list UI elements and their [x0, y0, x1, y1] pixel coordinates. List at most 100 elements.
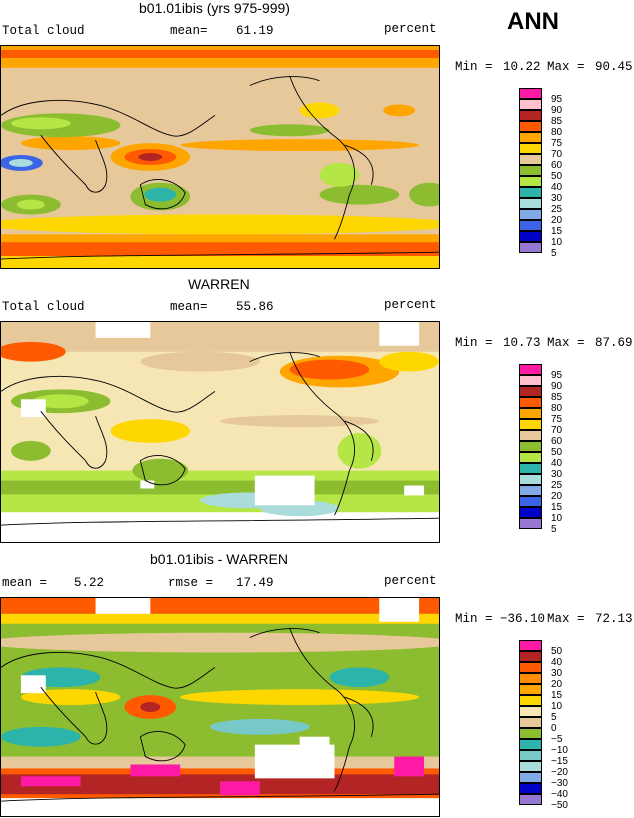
panel-3-legend-label: 10: [551, 701, 563, 712]
panel-1-legend-label: 5: [551, 248, 557, 259]
panel-1-legend-label: 25: [551, 204, 563, 215]
panel-3-difference-map: [0, 597, 440, 817]
panel-2-legend-label: 40: [551, 458, 563, 469]
panel-2-legend-label: 85: [551, 392, 563, 403]
panel-2-legend-label: 20: [551, 491, 563, 502]
panel-2-legend-label: 25: [551, 480, 563, 491]
panel-2-legend-label: 70: [551, 425, 563, 436]
panel-3-legend-label: −20: [551, 767, 568, 778]
panel-2-swatch: [519, 441, 542, 452]
panel-1-title: b01.01ibis (yrs 975-999): [139, 0, 290, 16]
panel-2-legend-label: 5: [551, 524, 557, 535]
panel-2-field-label: Total cloud: [2, 300, 85, 314]
panel-3-legend-label: 5: [551, 712, 557, 723]
panel-3-legend-label: 15: [551, 690, 563, 701]
panel-1-legend-label: 60: [551, 160, 563, 171]
panel-2-swatch: [519, 496, 542, 507]
panel-1-legend-label: 30: [551, 193, 563, 204]
panel-1-min-value: 10.22: [503, 60, 541, 74]
panel-2-min-label: Min =: [455, 336, 493, 350]
panel-2-mean-value: 55.86: [236, 300, 274, 314]
panel-1-legend-label: 10: [551, 237, 563, 248]
panel-3-swatch: [519, 706, 542, 717]
panel-2-legend-label: 30: [551, 469, 563, 480]
panel-2-legend-label: 10: [551, 513, 563, 524]
panel-2-legend-label: 80: [551, 403, 563, 414]
panel-2-swatch: [519, 463, 542, 474]
panel-1-swatch: [519, 143, 542, 154]
panel-3-legend-label: −40: [551, 789, 568, 800]
panel-2-swatch: [519, 419, 542, 430]
panel-1-legend-label: 90: [551, 105, 563, 116]
panel-2-max-value: 87.69: [595, 336, 633, 350]
panel-3-max-label: Max =: [547, 612, 585, 626]
panel-3-legend-label: −30: [551, 778, 568, 789]
panel-2-legend-label: 75: [551, 414, 563, 425]
panel-1-swatch: [519, 121, 542, 132]
panel-3-swatch: [519, 761, 542, 772]
panel-1-swatch: [519, 242, 542, 253]
panel-2-swatch: [519, 474, 542, 485]
panel-1-legend-label: 75: [551, 138, 563, 149]
panel-3-rmse-label: rmse =: [168, 576, 214, 590]
panel-1-units: percent: [384, 22, 437, 36]
panel-1-swatch: [519, 165, 542, 176]
panel-2-swatch: [519, 507, 542, 518]
panel-3-rmse-value: 17.49: [236, 576, 274, 590]
panel-3-legend-label: 0: [551, 723, 557, 734]
panel-3-swatch: [519, 673, 542, 684]
panel-3-legend-label: 40: [551, 657, 563, 668]
panel-2-legend-label: 90: [551, 381, 563, 392]
panel-3-mean-value: 5.22: [74, 576, 105, 590]
panel-3-swatch: [519, 662, 542, 673]
panel-3-swatch: [519, 783, 542, 794]
panel-1-legend-label: 20: [551, 215, 563, 226]
panel-1-swatch: [519, 187, 542, 198]
panel-2-swatch: [519, 452, 542, 463]
panel-1-mean-label: mean=: [170, 24, 208, 38]
panel-2-swatch: [519, 518, 542, 529]
panel-1-mean-value: 61.19: [236, 24, 274, 38]
panel-3-swatch: [519, 739, 542, 750]
panel-3-swatch: [519, 695, 542, 706]
panel-3-swatch: [519, 640, 542, 651]
panel-1-legend-label: 85: [551, 116, 563, 127]
panel-2-units: percent: [384, 298, 437, 312]
panel-3-legend-label: −15: [551, 756, 568, 767]
panel-1-legend-label: 50: [551, 171, 563, 182]
panel-1-max-label: Max =: [547, 60, 585, 74]
panel-3-legend-label: 30: [551, 668, 563, 679]
panel-2-min-value: 10.73: [503, 336, 541, 350]
panel-2-legend-label: 95: [551, 370, 563, 381]
panel-3-max-value: 72.13: [595, 612, 633, 626]
panel-3-min-label: Min =: [455, 612, 493, 626]
panel-3-legend-label: 20: [551, 679, 563, 690]
panel-3-swatch: [519, 794, 542, 805]
panel-3-min-value: −36.10: [500, 612, 546, 626]
panel-1-swatch: [519, 88, 542, 99]
panel-3-swatch: [519, 772, 542, 783]
panel-1-field-label: Total cloud: [2, 24, 85, 38]
panel-2-swatch: [519, 375, 542, 386]
panel-2-cloud-map: [0, 321, 440, 543]
panel-1-swatch: [519, 154, 542, 165]
panel-3-mean-label: mean =: [2, 576, 48, 590]
panel-3-title: b01.01ibis - WARREN: [150, 551, 288, 567]
panel-1-cloud-map: [0, 45, 440, 269]
panel-1-max-value: 90.45: [595, 60, 633, 74]
panel-2-legend-label: 15: [551, 502, 563, 513]
panel-1-legend-label: 15: [551, 226, 563, 237]
panel-3-swatch: [519, 728, 542, 739]
panel-1-swatch: [519, 220, 542, 231]
panel-2-swatch: [519, 386, 542, 397]
panel-3-legend-label: −5: [551, 734, 563, 745]
panel-1-swatch: [519, 132, 542, 143]
panel-3-legend-label: 50: [551, 646, 563, 657]
panel-3-swatch: [519, 651, 542, 662]
panel-2-swatch: [519, 364, 542, 375]
panel-2-swatch: [519, 430, 542, 441]
panel-1-swatch: [519, 99, 542, 110]
panel-2-legend-label: 60: [551, 436, 563, 447]
panel-1-swatch: [519, 231, 542, 242]
panel-1-swatch: [519, 176, 542, 187]
